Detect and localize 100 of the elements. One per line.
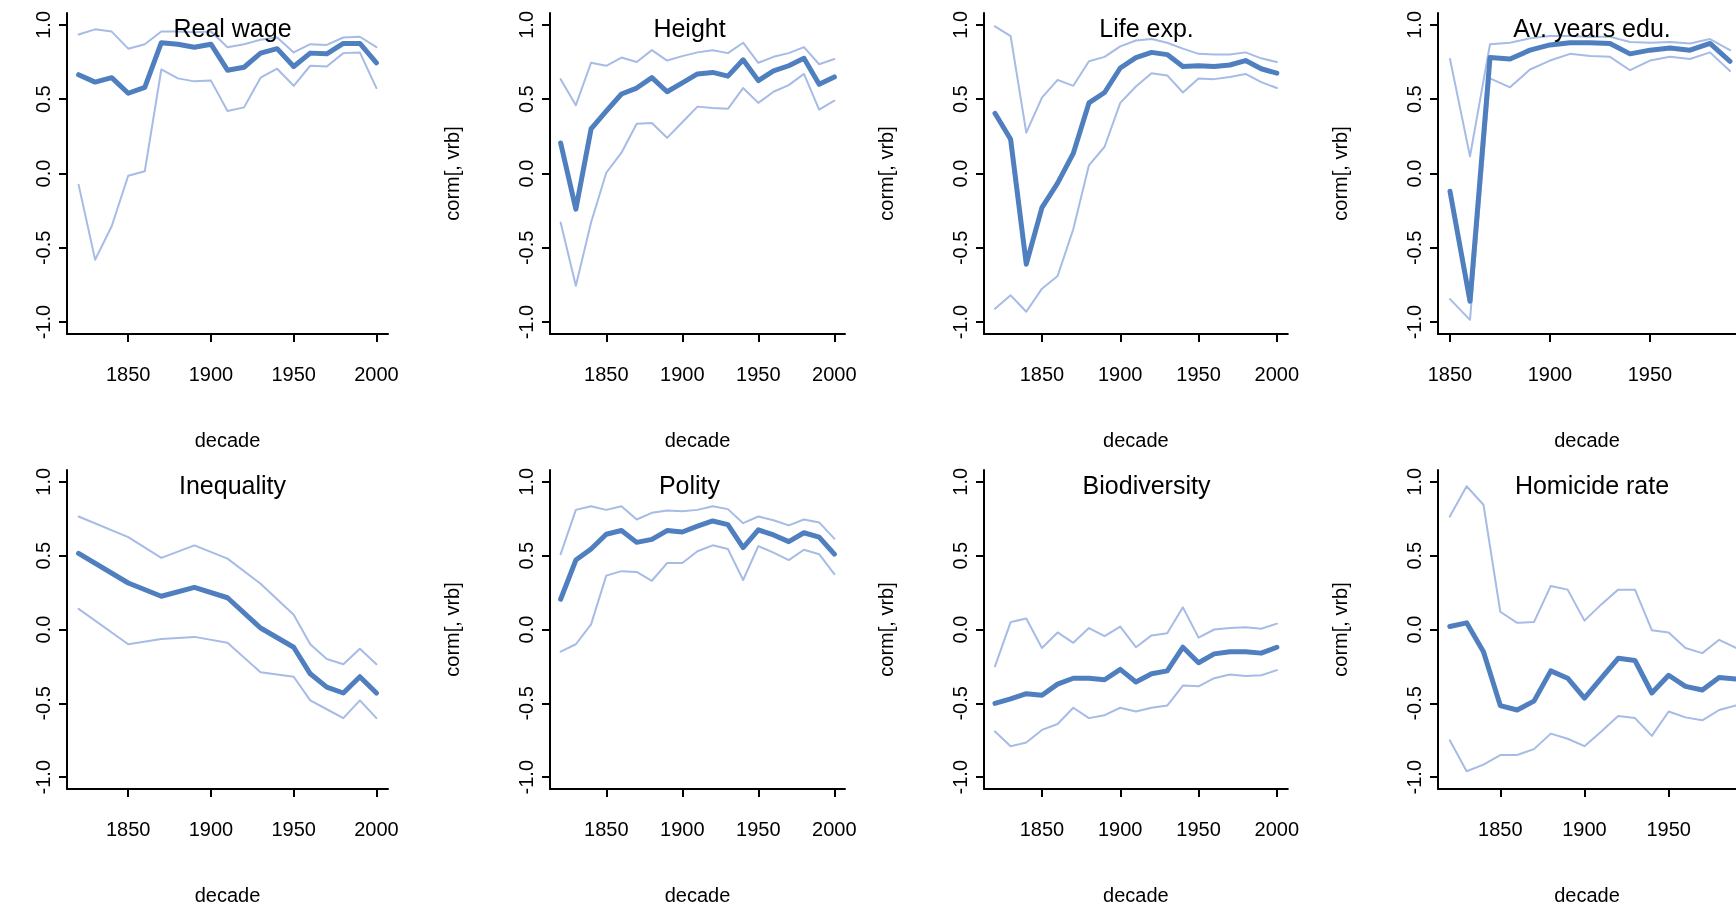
line-series	[993, 72, 1278, 313]
y-tick-label: 0.0	[515, 615, 537, 644]
x-tick-label: 1950	[1627, 363, 1673, 385]
y-tick-label: 0.5	[1403, 85, 1425, 114]
x-tick-label: 2000	[812, 363, 857, 385]
x-tick-label: 1900	[1527, 363, 1573, 385]
chart-title: Height	[653, 13, 726, 42]
y-tick-label: -0.5	[515, 686, 537, 721]
y-tick-label: 0.0	[32, 159, 54, 188]
y-tick-label: 1.0	[32, 467, 54, 496]
x-tick-label: 2000	[812, 818, 857, 840]
x-tick-label: 1850	[1019, 363, 1065, 385]
y-tick-label: 0.5	[949, 85, 971, 114]
y-axis-title: corm[, vrb]	[1329, 126, 1351, 221]
y-tick-label: -0.5	[32, 686, 54, 721]
chart-title: Real wage	[173, 13, 292, 42]
x-tick-label: 1850	[1478, 818, 1523, 840]
chart-title: Polity	[658, 470, 721, 499]
y-tick-label: 0.5	[949, 541, 971, 570]
y-tick-label: 0.0	[949, 615, 971, 644]
y-tick-label: -0.5	[32, 230, 54, 266]
y-tick-label: -1.0	[32, 304, 54, 340]
y-tick-label: 0.5	[1403, 541, 1425, 570]
x-tick-label: 1850	[584, 363, 629, 385]
y-tick-label: 0.0	[1403, 159, 1425, 188]
line-series	[77, 515, 378, 666]
x-tick-label: 1900	[660, 363, 705, 385]
y-tick-label: 0.5	[32, 85, 54, 114]
x-tick-label: 1850	[105, 818, 151, 840]
x-axis-title: decade	[664, 429, 731, 451]
chart-title: Biodiversity	[1082, 470, 1211, 499]
y-tick-label: 1.0	[949, 10, 971, 39]
x-tick-label: 1950	[271, 363, 316, 385]
x-tick-label: 2000	[354, 363, 399, 385]
x-tick-label: 1850	[105, 363, 151, 385]
x-tick-label: 1950	[736, 363, 781, 385]
y-tick-label: 0.5	[32, 541, 54, 570]
x-tick-label: 1900	[1098, 363, 1143, 385]
y-tick-label: 0.0	[1403, 615, 1425, 644]
y-tick-label: -1.0	[949, 304, 971, 340]
x-axis-title: decade	[1103, 429, 1169, 451]
y-axis-title: corm[, vrb]	[1329, 582, 1351, 677]
y-axis-title: corm[, vrb]	[875, 582, 897, 677]
y-tick-label: -1.0	[949, 759, 971, 795]
y-tick-label: 0.5	[515, 85, 537, 114]
x-tick-label: 2000	[1254, 363, 1300, 385]
x-tick-label: 1950	[1176, 363, 1221, 385]
y-tick-label: -0.5	[1403, 230, 1425, 266]
y-tick-label: -1.0	[1403, 759, 1425, 795]
y-axis-title: corm[, vrb]	[441, 126, 463, 221]
y-tick-label: 1.0	[949, 467, 971, 496]
line-series	[77, 607, 378, 720]
y-tick-label: 0.0	[32, 615, 54, 644]
y-tick-label: -1.0	[1403, 304, 1425, 340]
line-series	[559, 505, 836, 556]
y-tick-label: -1.0	[515, 759, 537, 795]
line-series	[559, 72, 836, 287]
y-tick-label: 1.0	[1403, 10, 1425, 39]
x-tick-label: 1900	[188, 818, 234, 840]
chart-title: Av. years edu.	[1513, 13, 1671, 42]
chart-title: Life exp.	[1099, 13, 1194, 42]
x-tick-label: 1900	[1098, 818, 1143, 840]
x-tick-label: 1950	[736, 818, 781, 840]
chart-title: Homicide rate	[1514, 470, 1670, 499]
y-tick-label: 0.0	[949, 159, 971, 188]
line-series	[559, 41, 836, 107]
y-tick-label: 1.0	[515, 467, 537, 496]
y-tick-label: -0.5	[949, 686, 971, 721]
x-tick-label: 2000	[1254, 818, 1300, 840]
line-series	[559, 544, 836, 653]
x-tick-label: 1950	[1646, 818, 1691, 840]
y-tick-label: 1.0	[1403, 467, 1425, 496]
y-axis-title: corm[, vrb]	[875, 126, 897, 221]
line-series	[993, 669, 1278, 748]
x-tick-label: 1850	[584, 818, 629, 840]
line-series	[993, 606, 1278, 668]
chart-title: Inequality	[178, 470, 287, 499]
x-axis-title: decade	[194, 884, 261, 906]
y-tick-label: -0.5	[949, 230, 971, 266]
y-tick-label: -1.0	[515, 304, 537, 340]
x-tick-label: 2000	[354, 818, 399, 840]
x-tick-label: 1850	[1019, 818, 1065, 840]
x-tick-label: 1900	[1562, 818, 1607, 840]
y-tick-label: 1.0	[32, 10, 54, 39]
x-axis-title: decade	[664, 884, 731, 906]
x-tick-label: 1950	[271, 818, 316, 840]
y-tick-label: -0.5	[515, 230, 537, 266]
y-tick-label: -0.5	[1403, 686, 1425, 721]
y-tick-label: 1.0	[515, 10, 537, 39]
x-tick-label: 1850	[1427, 363, 1473, 385]
x-axis-title: decade	[194, 429, 261, 451]
x-axis-title: decade	[1554, 429, 1620, 451]
x-axis-title: decade	[1554, 884, 1620, 906]
line-series	[1448, 704, 1736, 773]
x-tick-label: 1900	[188, 363, 234, 385]
y-tick-label: 0.5	[515, 541, 537, 570]
x-tick-label: 1950	[1176, 818, 1221, 840]
y-axis-title: corm[, vrb]	[441, 582, 463, 677]
line-series	[77, 51, 378, 261]
y-tick-label: -1.0	[32, 759, 54, 795]
